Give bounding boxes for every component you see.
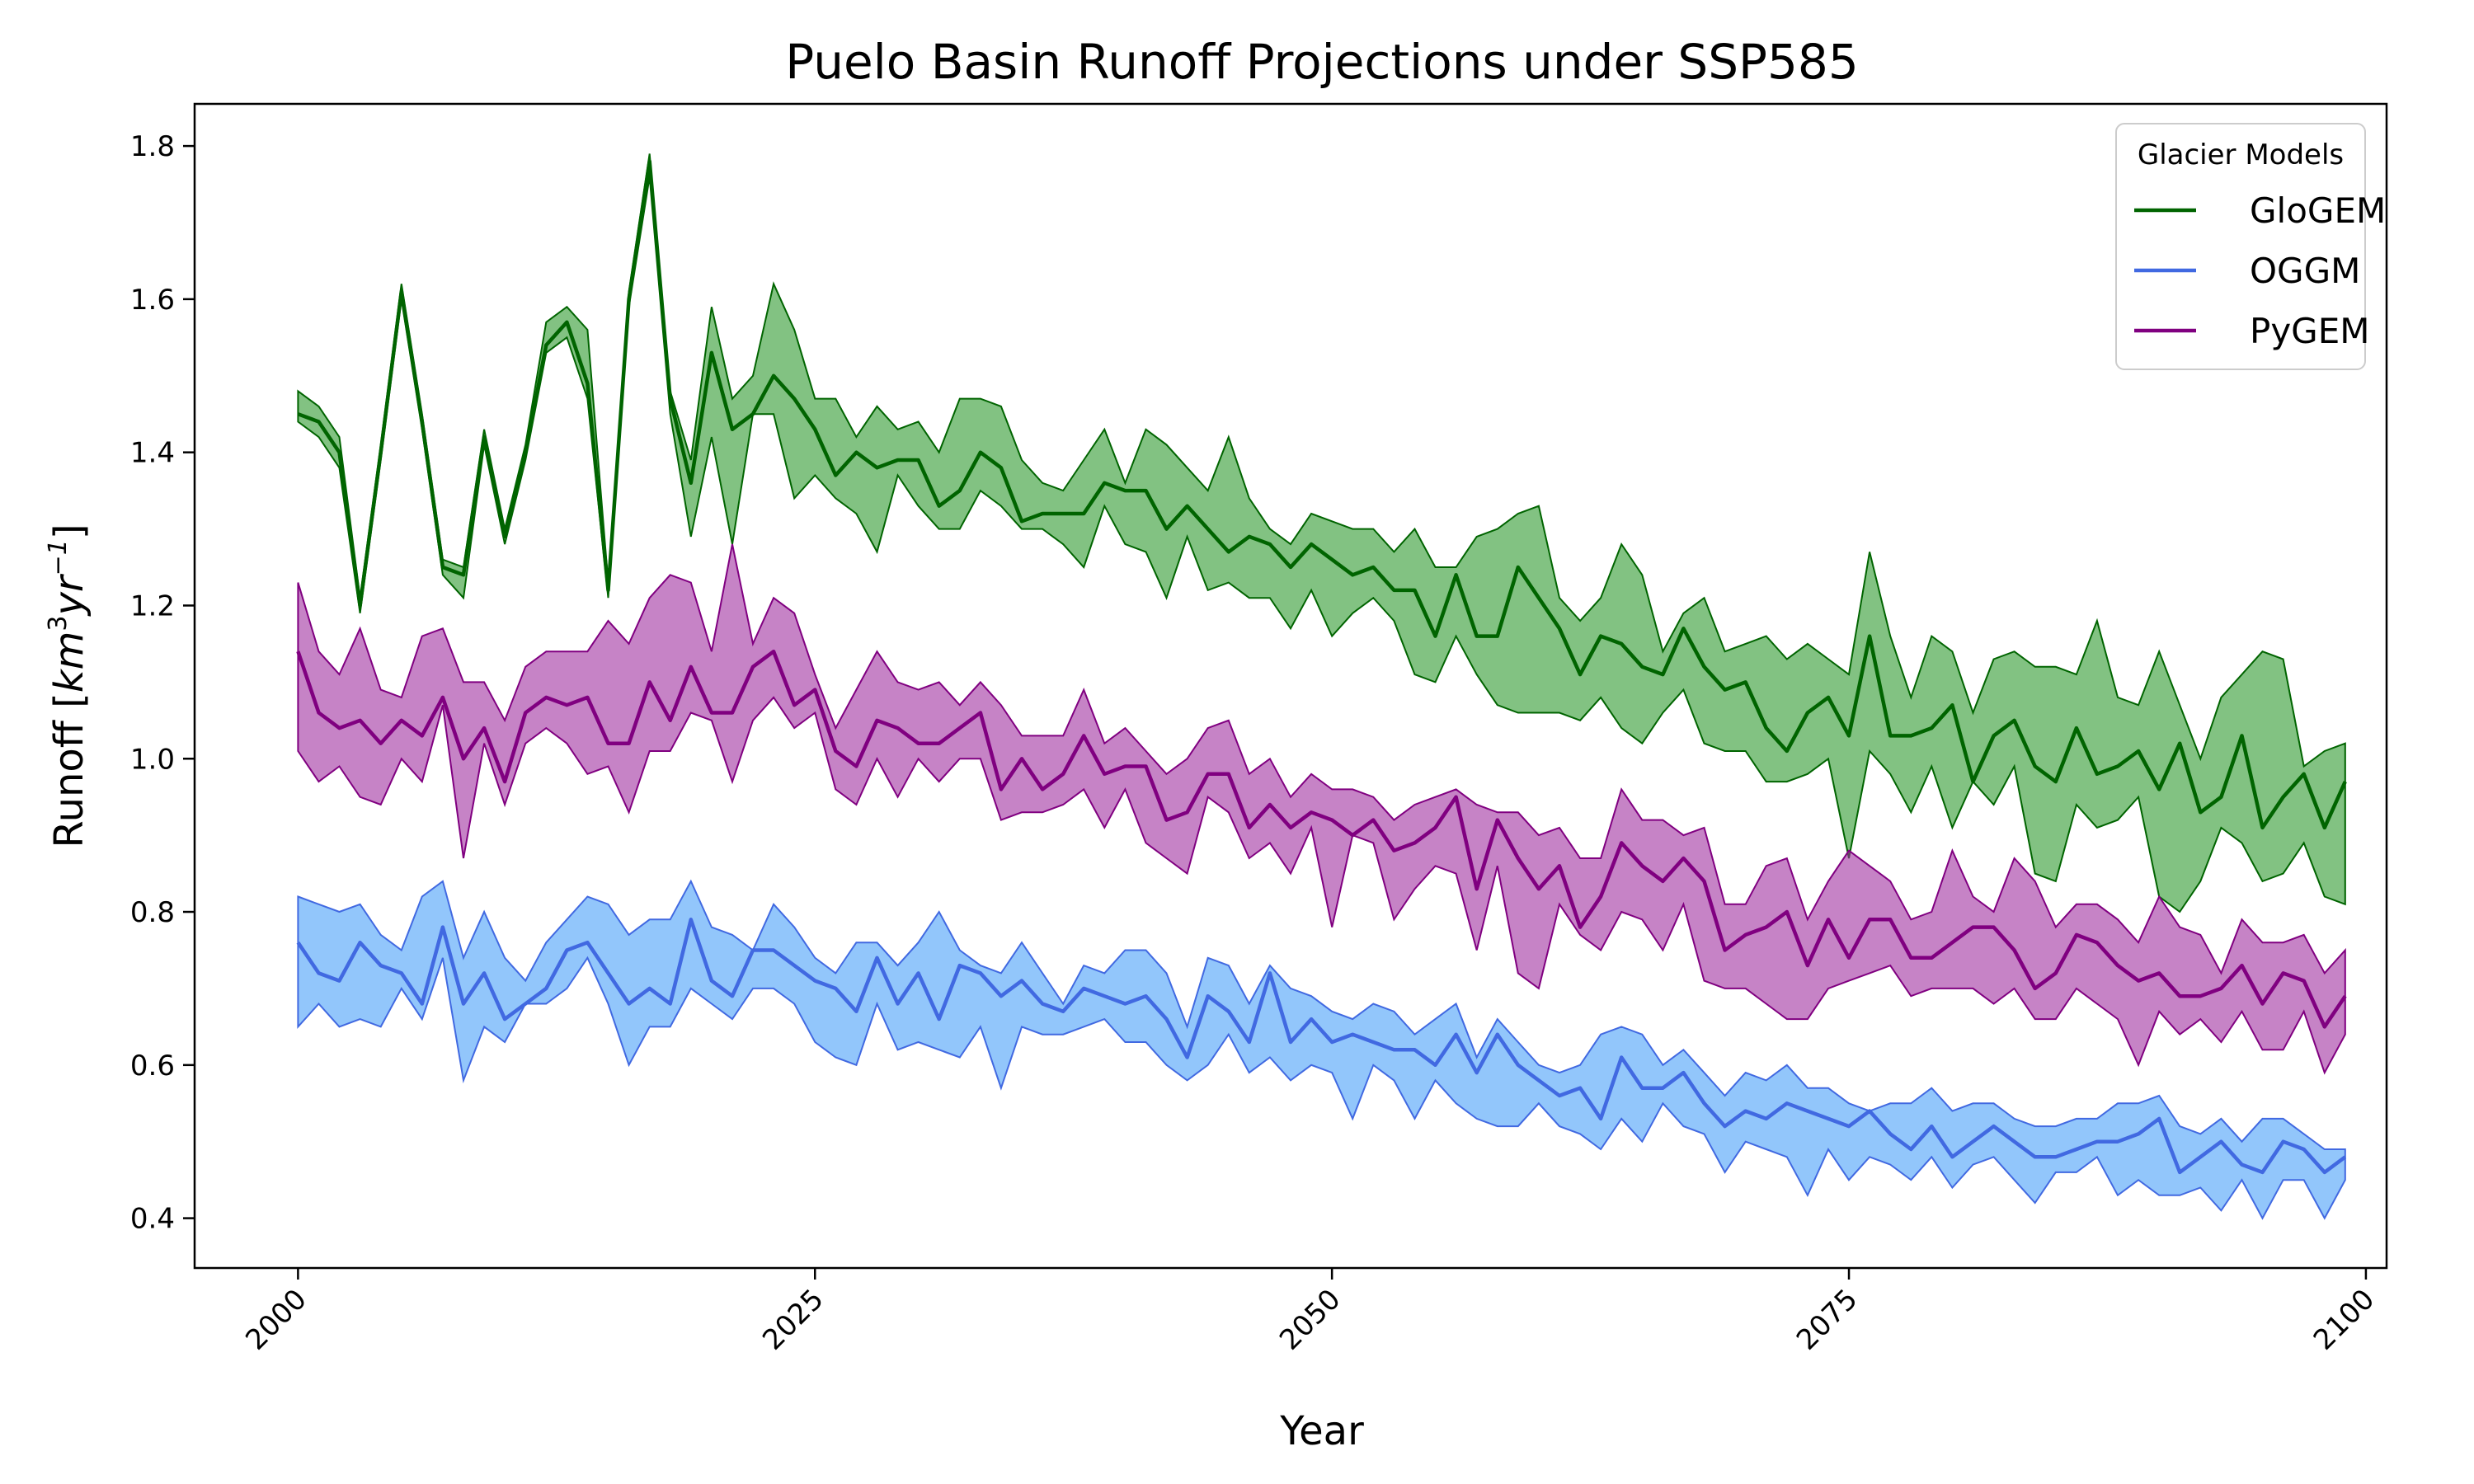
series-layer <box>296 153 2347 1220</box>
y-tick-label-4: 1.2 <box>130 589 175 622</box>
oggm-range-band <box>297 879 2346 1220</box>
glogem-range-band <box>297 153 2346 913</box>
legend-label-pygem: PyGEM <box>2250 311 2370 351</box>
y-axis-label: Runoff [km3yr−1] <box>44 524 92 848</box>
y-axis-label-unit-exp1: 3 <box>44 615 73 631</box>
y-tick-label-7: 1.8 <box>130 130 175 163</box>
chart-title: Puelo Basin Runoff Projections under SSP… <box>785 34 1858 90</box>
pygem-range-band <box>297 543 2346 1075</box>
y-axis-label-unit-exp2: −1 <box>44 539 73 575</box>
legend-label-glogem: GloGEM <box>2250 190 2386 231</box>
y-tick-label-3: 1.0 <box>130 743 175 776</box>
plot-frame <box>193 102 2388 1270</box>
legend-label-oggm: OGGM <box>2250 251 2360 291</box>
y-axis-label-unit-mid: yr <box>46 573 92 617</box>
legend-box <box>2115 123 2366 370</box>
y-axis-label-unit-base: km <box>46 632 92 693</box>
glogem-mean-line <box>297 159 2347 830</box>
y-axis-label-close: ] <box>46 524 92 539</box>
y-tick-label-1: 0.6 <box>130 1050 175 1082</box>
y-tick-label-2: 0.8 <box>130 896 175 929</box>
y-axis-label-main: Runoff [ <box>46 693 92 848</box>
y-axis: 0.4 0.6 0.8 1.0 1.2 1.4 1.6 1.8 <box>130 130 195 1236</box>
y-tick-label-5: 1.4 <box>130 437 175 470</box>
legend: Glacier Models GloGEM OGGM PyGEM <box>2115 123 2386 370</box>
y-tick-label-6: 1.6 <box>130 284 175 317</box>
pygem-mean-line <box>296 649 2347 1029</box>
legend-title: Glacier Models <box>2138 139 2344 171</box>
x-axis-label: Year <box>1279 1408 1364 1454</box>
oggm-mean-line <box>296 918 2347 1175</box>
y-tick-label-0: 0.4 <box>130 1203 175 1236</box>
